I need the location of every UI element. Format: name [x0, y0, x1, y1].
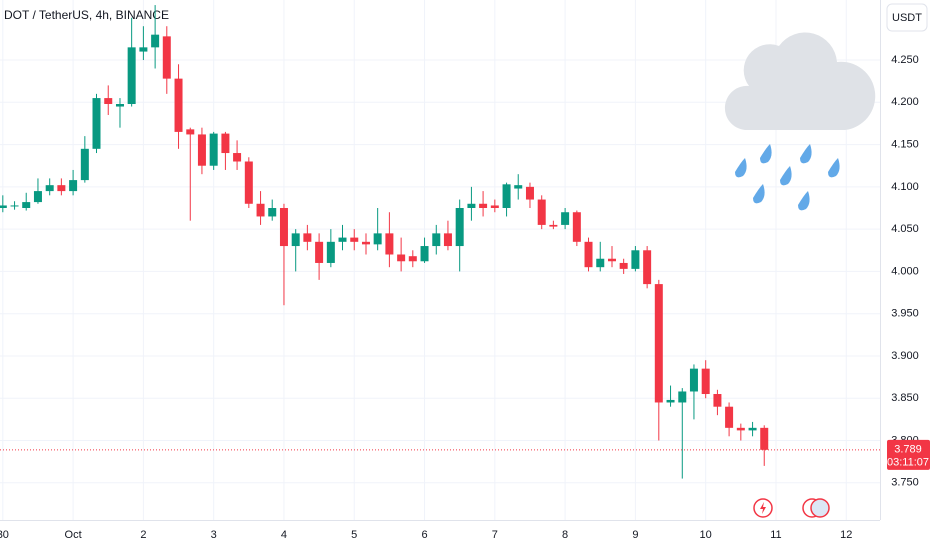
candle-body — [268, 208, 277, 217]
candle-body — [572, 212, 581, 242]
candle-body — [502, 184, 511, 208]
candle-body — [233, 153, 242, 162]
x-tick-label: Oct — [65, 529, 82, 541]
candle-body — [326, 241, 335, 263]
candle-body — [279, 208, 288, 247]
currency-label[interactable]: USDT — [892, 12, 922, 24]
y-tick-label: 3.750 — [891, 477, 919, 489]
candle-body — [654, 284, 663, 403]
candle-body — [244, 161, 253, 204]
x-tick-label: 11 — [770, 529, 781, 541]
currency-button[interactable] — [886, 3, 928, 32]
y-tick-label: 3.850 — [891, 392, 919, 404]
candle-body — [315, 241, 324, 263]
candle-body — [701, 368, 710, 395]
x-tick-label: 4 — [281, 529, 287, 541]
y-tick-label: 4.250 — [891, 54, 919, 66]
candle-body — [338, 237, 347, 242]
x-tick-label: 30 — [0, 529, 9, 541]
candle-body — [80, 148, 89, 181]
y-tick-label: 4.200 — [891, 96, 919, 108]
last-price-label: 3.789 — [894, 444, 922, 456]
candle-body — [139, 47, 148, 52]
candle-body — [490, 205, 499, 208]
candle-body — [725, 406, 734, 428]
candle-body — [221, 133, 230, 154]
candle-body — [115, 104, 124, 107]
y-tick-label: 4.050 — [891, 223, 919, 235]
candle-body — [373, 233, 382, 245]
candle-body — [57, 185, 66, 192]
candle-body — [397, 254, 406, 262]
candle-body — [666, 399, 675, 403]
candle-body — [361, 241, 370, 245]
candle-body — [385, 233, 394, 255]
x-tick-label: 2 — [140, 529, 146, 541]
y-tick-label: 4.000 — [891, 265, 919, 277]
x-tick-label: 10 — [700, 529, 712, 541]
y-tick-label: 4.100 — [891, 181, 919, 193]
candle-body — [174, 78, 183, 132]
candle-body — [443, 233, 452, 247]
candle-body — [0, 205, 7, 208]
candle-body — [151, 34, 160, 48]
candle-body — [607, 258, 616, 262]
candle-body — [584, 241, 593, 268]
chart-title: DOT / TetherUS, 4h, BINANCE — [4, 8, 169, 22]
candle-body — [748, 427, 757, 431]
candle-body — [432, 233, 441, 247]
candle-body — [92, 98, 101, 149]
candle-body — [10, 205, 19, 207]
candle-body — [186, 129, 195, 135]
candle-body — [549, 224, 558, 227]
candle-body — [69, 180, 78, 192]
x-tick-label: 8 — [562, 529, 568, 541]
candle-body — [33, 191, 42, 203]
candle-body — [713, 394, 722, 407]
candle-body — [525, 186, 534, 200]
candle-body — [689, 368, 698, 392]
candle-body — [420, 246, 429, 262]
candle-body — [22, 202, 31, 208]
x-tick-label: 9 — [632, 529, 638, 541]
candle-body — [291, 233, 300, 247]
candle-body — [537, 199, 546, 225]
candle-body — [303, 233, 312, 242]
candle-body — [631, 250, 640, 269]
candle-body — [760, 427, 769, 450]
candle-body — [514, 185, 523, 189]
candle-body — [408, 256, 417, 262]
x-tick-label: 7 — [492, 529, 498, 541]
candle-body — [736, 427, 745, 431]
candle-body — [619, 262, 628, 269]
x-tick-label: 5 — [351, 529, 357, 541]
candle-body — [561, 212, 570, 225]
candle-body — [197, 134, 206, 166]
x-tick-label: 6 — [421, 529, 427, 541]
candle-body — [643, 250, 652, 285]
x-tick-label: 3 — [211, 529, 217, 541]
x-tick-label: 12 — [840, 529, 852, 541]
y-tick-label: 3.950 — [891, 308, 919, 320]
weather-icon — [724, 32, 876, 211]
candle-body — [45, 185, 54, 192]
candle-body — [596, 258, 605, 268]
candle-body — [455, 208, 464, 247]
candle-body — [127, 47, 136, 104]
candle-body — [467, 203, 476, 208]
candle-body — [350, 237, 359, 242]
countdown-label: 03:11:07 — [887, 457, 929, 469]
y-tick-label: 3.900 — [891, 350, 919, 362]
candle-body — [162, 36, 171, 79]
y-tick-label: 4.150 — [891, 138, 919, 150]
candle-body — [209, 133, 218, 166]
event-icons[interactable] — [753, 498, 830, 518]
candle-body — [479, 203, 488, 208]
candle-body — [678, 391, 687, 403]
last-price-box — [887, 439, 930, 470]
candle-body — [104, 98, 113, 104]
candle-body — [256, 203, 265, 217]
